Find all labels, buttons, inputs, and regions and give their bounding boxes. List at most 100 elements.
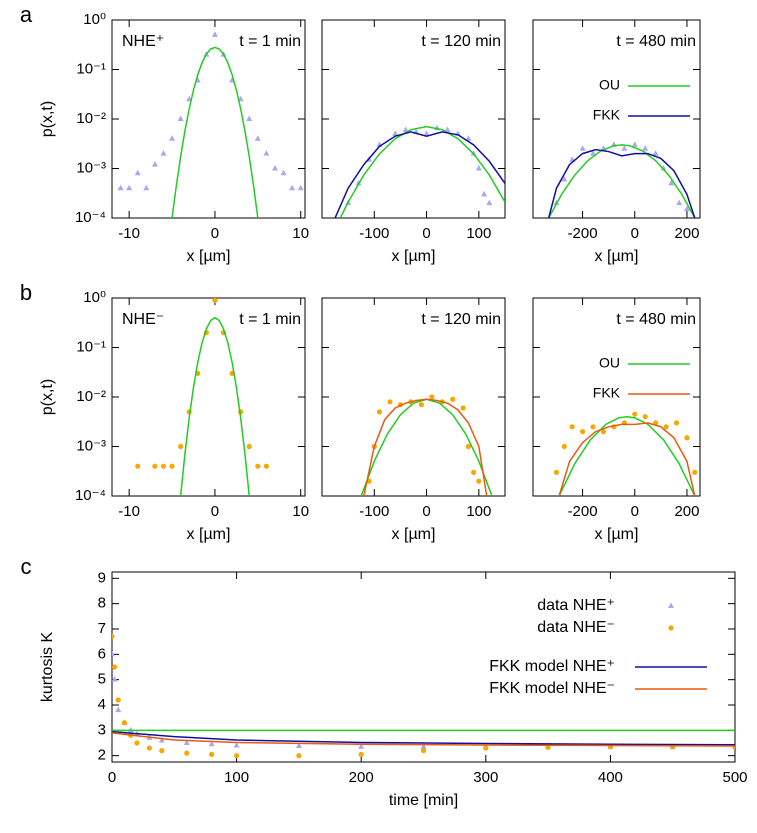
data-point: [143, 184, 150, 191]
panel: -100 0 100 x [µm] t = 120 min: [321, 297, 506, 543]
data-point: [296, 753, 302, 759]
x-tick-label: 0: [631, 503, 639, 520]
x-tick-label: 200: [674, 503, 699, 520]
y-axis-label: p(x,t): [39, 101, 56, 137]
panel-title: t = 1 min: [239, 311, 301, 328]
panel: 10⁻⁴ 10⁻³ 10⁻² 10⁻¹ 10⁰ -10 0 10 x [µm] p(x,t) t =…: [20, 280, 309, 543]
data-point: [483, 745, 489, 751]
marks: [112, 634, 735, 759]
y-tick-label: 10⁰: [83, 289, 106, 306]
data-point: [295, 742, 302, 749]
curve: [548, 144, 696, 218]
y-tick-label: 5: [98, 671, 106, 688]
x-tick-label: -200: [568, 225, 598, 242]
x-tick-label: 0: [422, 225, 430, 242]
curve: [334, 131, 505, 218]
plot-frame: [321, 19, 506, 219]
x-tick-label: 0: [211, 225, 219, 242]
data-point: [135, 463, 141, 469]
curve: [112, 732, 735, 747]
data-point: [160, 150, 167, 156]
panel: 2 3 4 5 6 7 8 9 0 100 200 300 400 500 time [min] kurtos…: [21, 554, 748, 809]
y-tick-label: 10⁻⁴: [75, 487, 106, 504]
y-tick-label: 10⁻⁴: [75, 209, 106, 226]
plot-frame: [321, 297, 506, 497]
data-point: [112, 664, 118, 670]
data-point: [476, 478, 482, 484]
data-point: [420, 748, 427, 754]
x-tick-label: 200: [349, 769, 374, 786]
panel-title: t = 120 min: [421, 311, 501, 328]
data-point: [668, 179, 675, 186]
x-tick-label: -100: [359, 503, 389, 520]
annotation: NHE⁻: [122, 311, 164, 328]
data-point: [178, 443, 184, 450]
data-point: [263, 150, 270, 156]
data-point: [112, 634, 115, 640]
data-point: [465, 135, 472, 141]
curve: [171, 46, 259, 218]
y-tick-label: 9: [98, 569, 106, 586]
y-tick-label: 2: [98, 747, 106, 764]
data-point: [158, 736, 165, 743]
data-point: [429, 394, 435, 400]
plot-frame: [532, 297, 701, 497]
data-point: [183, 739, 190, 745]
data-point: [631, 141, 638, 147]
annotation: NHE⁺: [122, 33, 164, 50]
data-point: [652, 150, 659, 156]
legend-label: FKK: [593, 385, 621, 401]
data-point: [632, 411, 638, 417]
panel: -100 0 100 x [µm] t = 120 min: [321, 19, 506, 265]
data-point: [254, 135, 261, 141]
data-point: [169, 135, 176, 141]
panel: 10⁻⁴ 10⁻³ 10⁻² 10⁻¹ 10⁰ -10 0 10 x [µm] p(x,t) t =…: [20, 2, 309, 265]
data-point: [121, 720, 128, 726]
data-point: [423, 130, 430, 136]
x-tick-label: 100: [466, 503, 491, 520]
data-point: [590, 150, 597, 156]
curve: [558, 422, 696, 496]
data-point: [481, 190, 488, 197]
x-tick-label: 10: [292, 503, 309, 520]
marks: [553, 411, 698, 496]
data-point: [208, 740, 215, 747]
data-point: [471, 469, 477, 475]
data-point: [387, 399, 393, 405]
panel-label: c: [21, 554, 32, 579]
data-point: [134, 740, 140, 746]
x-tick-label: 500: [722, 769, 747, 786]
x-axis-label: x [µm]: [595, 248, 639, 265]
data-point: [579, 145, 586, 151]
panel: -200 0 200 x [µm] t = 480 min OU FKK: [532, 297, 701, 543]
data-point: [160, 463, 167, 469]
data-point: [184, 750, 190, 756]
plot-frame: [532, 19, 701, 219]
panel-title: t = 1 min: [239, 33, 301, 50]
legend-symbol: [668, 625, 674, 631]
legend-label: OU: [599, 77, 620, 93]
x-tick-label: 0: [631, 225, 639, 242]
panel-title: t = 120 min: [421, 33, 501, 50]
data-point: [212, 298, 218, 303]
data-point: [297, 184, 304, 191]
x-axis-label: time [min]: [389, 792, 458, 809]
data-point: [590, 424, 596, 430]
y-tick-label: 10⁰: [83, 11, 106, 28]
data-point: [246, 115, 253, 121]
marks: [360, 394, 493, 496]
panel-label: b: [20, 280, 32, 305]
data-point: [392, 130, 399, 136]
marks: [334, 124, 505, 218]
panel-title: t = 480 min: [616, 311, 696, 328]
x-axis-label: x [µm]: [595, 526, 639, 543]
data-point: [420, 743, 427, 749]
curve: [547, 148, 696, 218]
data-point: [418, 402, 424, 408]
y-tick-label: 10⁻²: [76, 110, 106, 127]
x-tick-label: 400: [598, 769, 623, 786]
curve: [339, 125, 505, 218]
panel: -200 0 200 x [µm] t = 480 min OU FKK: [532, 19, 701, 265]
x-tick-label: -100: [359, 225, 389, 242]
